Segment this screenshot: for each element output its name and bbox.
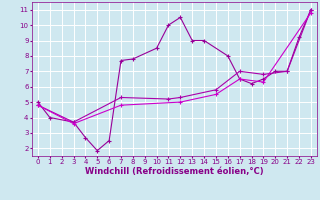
X-axis label: Windchill (Refroidissement éolien,°C): Windchill (Refroidissement éolien,°C) <box>85 167 264 176</box>
